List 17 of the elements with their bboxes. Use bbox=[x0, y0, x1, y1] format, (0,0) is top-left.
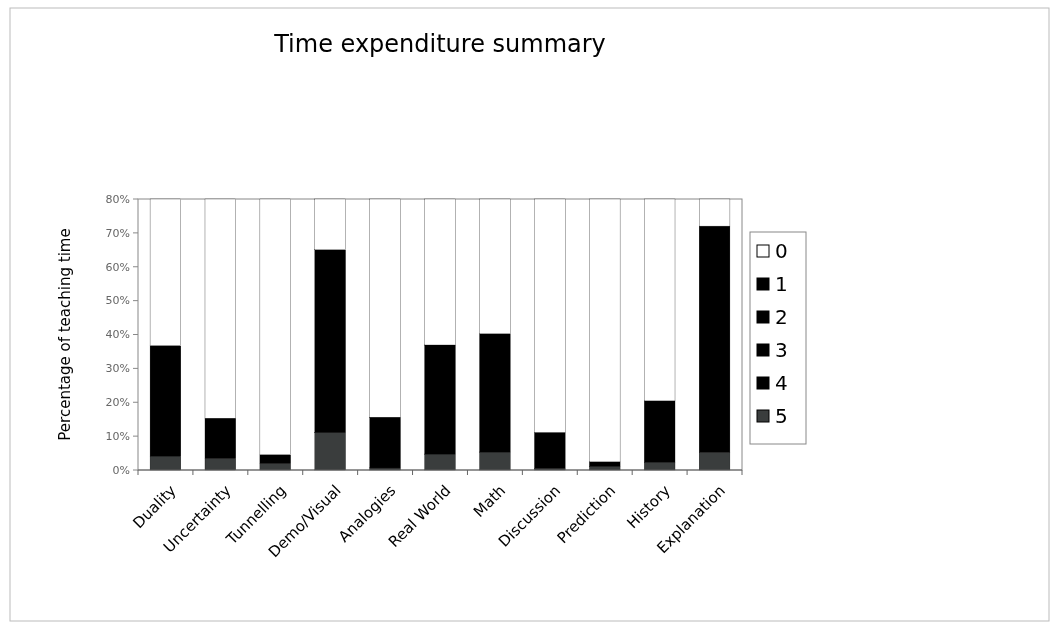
legend-label: 4 bbox=[775, 371, 788, 395]
legend-label: 5 bbox=[775, 404, 788, 428]
y-tick-label: 40% bbox=[105, 328, 130, 342]
y-tick-label: 10% bbox=[105, 429, 130, 443]
legend-label: 3 bbox=[775, 338, 788, 362]
chart-title: Time expenditure summary bbox=[273, 30, 606, 58]
y-tick-label: 30% bbox=[105, 362, 130, 376]
legend-label: 1 bbox=[775, 272, 788, 296]
y-tick-label: 20% bbox=[105, 396, 130, 410]
y-tick-label: 70% bbox=[105, 226, 130, 240]
legend-label: 2 bbox=[775, 305, 788, 329]
legend-label: 0 bbox=[775, 239, 788, 263]
y-tick-label: 0% bbox=[112, 463, 130, 477]
y-tick-label: 50% bbox=[105, 294, 130, 308]
y-tick-label: 80% bbox=[105, 192, 130, 206]
y-axis-title: Percentage of teaching time bbox=[56, 228, 74, 441]
y-tick-label: 60% bbox=[105, 260, 130, 274]
